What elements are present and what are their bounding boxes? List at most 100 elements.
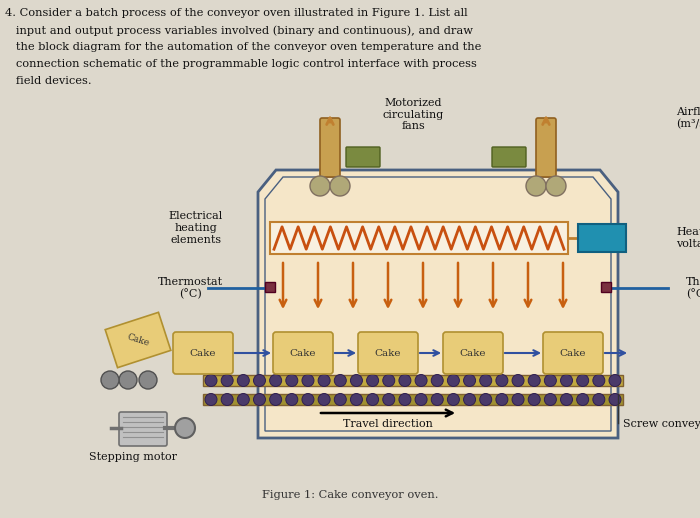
Circle shape [415, 394, 427, 406]
Circle shape [237, 375, 249, 386]
Circle shape [545, 375, 556, 386]
Circle shape [253, 375, 265, 386]
FancyBboxPatch shape [119, 412, 167, 446]
Circle shape [119, 371, 137, 389]
Polygon shape [105, 312, 171, 368]
Circle shape [447, 375, 459, 386]
Text: connection schematic of the programmable logic control interface with process: connection schematic of the programmable… [5, 59, 477, 69]
Circle shape [609, 394, 621, 406]
FancyBboxPatch shape [443, 332, 503, 374]
Text: Cake: Cake [560, 349, 587, 357]
Bar [203, 375, 623, 386]
Circle shape [431, 394, 443, 406]
Text: input and output process variables involved (binary and continuous), and draw: input and output process variables invol… [5, 25, 473, 36]
Circle shape [237, 394, 249, 406]
Circle shape [593, 394, 605, 406]
Text: Screw conveyor: Screw conveyor [623, 419, 700, 429]
Circle shape [253, 394, 265, 406]
Circle shape [330, 176, 350, 196]
Text: Thermostat
(°C): Thermostat (°C) [158, 277, 223, 299]
Circle shape [577, 394, 589, 406]
Circle shape [286, 394, 298, 406]
FancyBboxPatch shape [173, 332, 233, 374]
Circle shape [415, 375, 427, 386]
Circle shape [463, 394, 475, 406]
Circle shape [383, 394, 395, 406]
Circle shape [528, 375, 540, 386]
Circle shape [318, 394, 330, 406]
Circle shape [367, 394, 379, 406]
Bar [203, 394, 623, 405]
Circle shape [335, 394, 346, 406]
Circle shape [367, 375, 379, 386]
Circle shape [175, 418, 195, 438]
Polygon shape [258, 170, 618, 438]
Circle shape [302, 375, 314, 386]
Circle shape [351, 394, 363, 406]
FancyBboxPatch shape [273, 332, 333, 374]
Circle shape [205, 394, 217, 406]
Circle shape [286, 375, 298, 386]
Circle shape [399, 375, 411, 386]
Text: 4. Consider a batch process of the conveyor oven illustrated in Figure 1. List a: 4. Consider a batch process of the conve… [5, 8, 468, 18]
Circle shape [101, 371, 119, 389]
Circle shape [270, 375, 281, 386]
Circle shape [577, 375, 589, 386]
Circle shape [383, 375, 395, 386]
Text: field devices.: field devices. [5, 76, 92, 86]
Text: Airflow
(m³/s): Airflow (m³/s) [676, 107, 700, 129]
Circle shape [512, 375, 524, 386]
Circle shape [528, 394, 540, 406]
FancyBboxPatch shape [358, 332, 418, 374]
Text: Stepping motor: Stepping motor [89, 452, 177, 462]
Circle shape [221, 375, 233, 386]
Text: Heater
voltage (volt): Heater voltage (volt) [676, 227, 700, 249]
Circle shape [545, 394, 556, 406]
Bar [270, 222, 568, 254]
Circle shape [351, 375, 363, 386]
Circle shape [593, 375, 605, 386]
Circle shape [270, 394, 281, 406]
Circle shape [318, 375, 330, 386]
Circle shape [496, 375, 508, 386]
Text: Cake: Cake [460, 349, 486, 357]
Text: Cake: Cake [290, 349, 316, 357]
Circle shape [139, 371, 157, 389]
Circle shape [205, 375, 217, 386]
Bar [265, 282, 275, 292]
Text: Electrical
heating
elements: Electrical heating elements [169, 211, 223, 244]
Text: Travel direction: Travel direction [343, 419, 433, 429]
FancyBboxPatch shape [346, 147, 380, 167]
Text: the block diagram for the automation of the conveyor oven temperature and the: the block diagram for the automation of … [5, 42, 482, 52]
Circle shape [480, 394, 491, 406]
Text: Cake: Cake [126, 332, 150, 348]
Circle shape [431, 375, 443, 386]
Circle shape [310, 176, 330, 196]
Text: Cake: Cake [190, 349, 216, 357]
Circle shape [463, 375, 475, 386]
Text: Cake: Cake [374, 349, 401, 357]
Circle shape [546, 176, 566, 196]
FancyBboxPatch shape [536, 118, 556, 177]
Text: Figure 1: Cake conveyor oven.: Figure 1: Cake conveyor oven. [262, 490, 438, 500]
Text: Thermostat
(°C): Thermostat (°C) [686, 277, 700, 299]
Circle shape [480, 375, 491, 386]
Circle shape [335, 375, 346, 386]
Circle shape [399, 394, 411, 406]
Circle shape [609, 375, 621, 386]
Circle shape [561, 375, 573, 386]
Bar [601, 282, 611, 292]
Circle shape [496, 394, 508, 406]
Circle shape [561, 394, 573, 406]
FancyBboxPatch shape [543, 332, 603, 374]
Circle shape [221, 394, 233, 406]
Circle shape [302, 394, 314, 406]
Polygon shape [265, 177, 611, 431]
Circle shape [512, 394, 524, 406]
FancyBboxPatch shape [492, 147, 526, 167]
Text: Motorized
circulating
fans: Motorized circulating fans [382, 98, 444, 131]
Bar [578, 224, 626, 252]
Circle shape [447, 394, 459, 406]
FancyBboxPatch shape [320, 118, 340, 177]
Circle shape [526, 176, 546, 196]
